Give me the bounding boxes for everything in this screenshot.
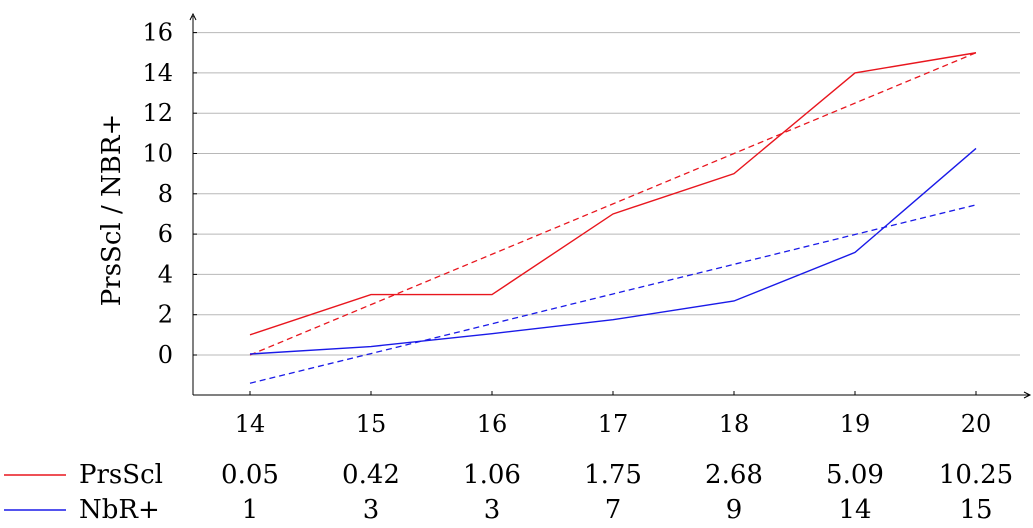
legend-label: PrsScl (79, 460, 163, 490)
table-cell: 3 (484, 495, 501, 525)
table-cell: 1.75 (584, 460, 642, 490)
y-axis-label: PrsScl / NBR+ (97, 114, 127, 306)
x-axis-arrow (1023, 391, 1032, 399)
y-tick-label: 12 (142, 99, 173, 127)
x-tick-label: 18 (719, 410, 750, 438)
x-tick-labels: 14 15 16 17 18 19 20 (235, 410, 992, 438)
x-tick-label: 14 (235, 410, 266, 438)
axes (189, 12, 1032, 399)
table-cell: 1 (242, 495, 259, 525)
y-tick-label: 0 (158, 341, 173, 369)
trend-line-PrsScl (249, 52, 977, 356)
trend-lines (249, 52, 977, 384)
table-cell: 1.06 (463, 460, 521, 490)
y-tick-label: 16 (142, 19, 173, 47)
x-tick-label: 16 (477, 410, 508, 438)
x-tick-label: 15 (356, 410, 387, 438)
y-tick-label: 4 (158, 260, 173, 288)
y-tick-labels: 0 2 4 6 8 10 12 14 16 (142, 19, 173, 369)
data-table: PrsScl 0.05 0.42 1.06 1.75 2.68 5.09 10.25 NbR+ 1… (4, 460, 1013, 525)
table-cell: 3 (363, 495, 380, 525)
table-cell: 14 (838, 495, 871, 525)
table-cell: 2.68 (705, 460, 763, 490)
table-cell: 5.09 (826, 460, 884, 490)
x-tick-label: 19 (840, 410, 871, 438)
y-tick-label: 6 (158, 220, 173, 248)
data-series (249, 52, 977, 355)
trend-line-NbR+ (249, 204, 977, 384)
table-cell: 9 (726, 495, 743, 525)
table-cell: 15 (959, 495, 992, 525)
grid-lines (193, 32, 1020, 356)
x-tick-label: 17 (598, 410, 629, 438)
table-cell: 0.05 (221, 460, 279, 490)
y-tick-label: 14 (142, 59, 173, 87)
series-line-NbR+ (249, 147, 977, 355)
y-tick-label: 8 (158, 180, 173, 208)
y-axis-arrow (189, 12, 197, 21)
y-tick-label: 2 (158, 301, 173, 329)
legend-label: NbR+ (79, 495, 160, 525)
x-tick-label: 20 (961, 410, 992, 438)
table-cell: 0.42 (342, 460, 400, 490)
table-cell: 7 (605, 495, 622, 525)
table-cell: 10.25 (939, 460, 1013, 490)
y-tick-label: 10 (142, 140, 173, 168)
